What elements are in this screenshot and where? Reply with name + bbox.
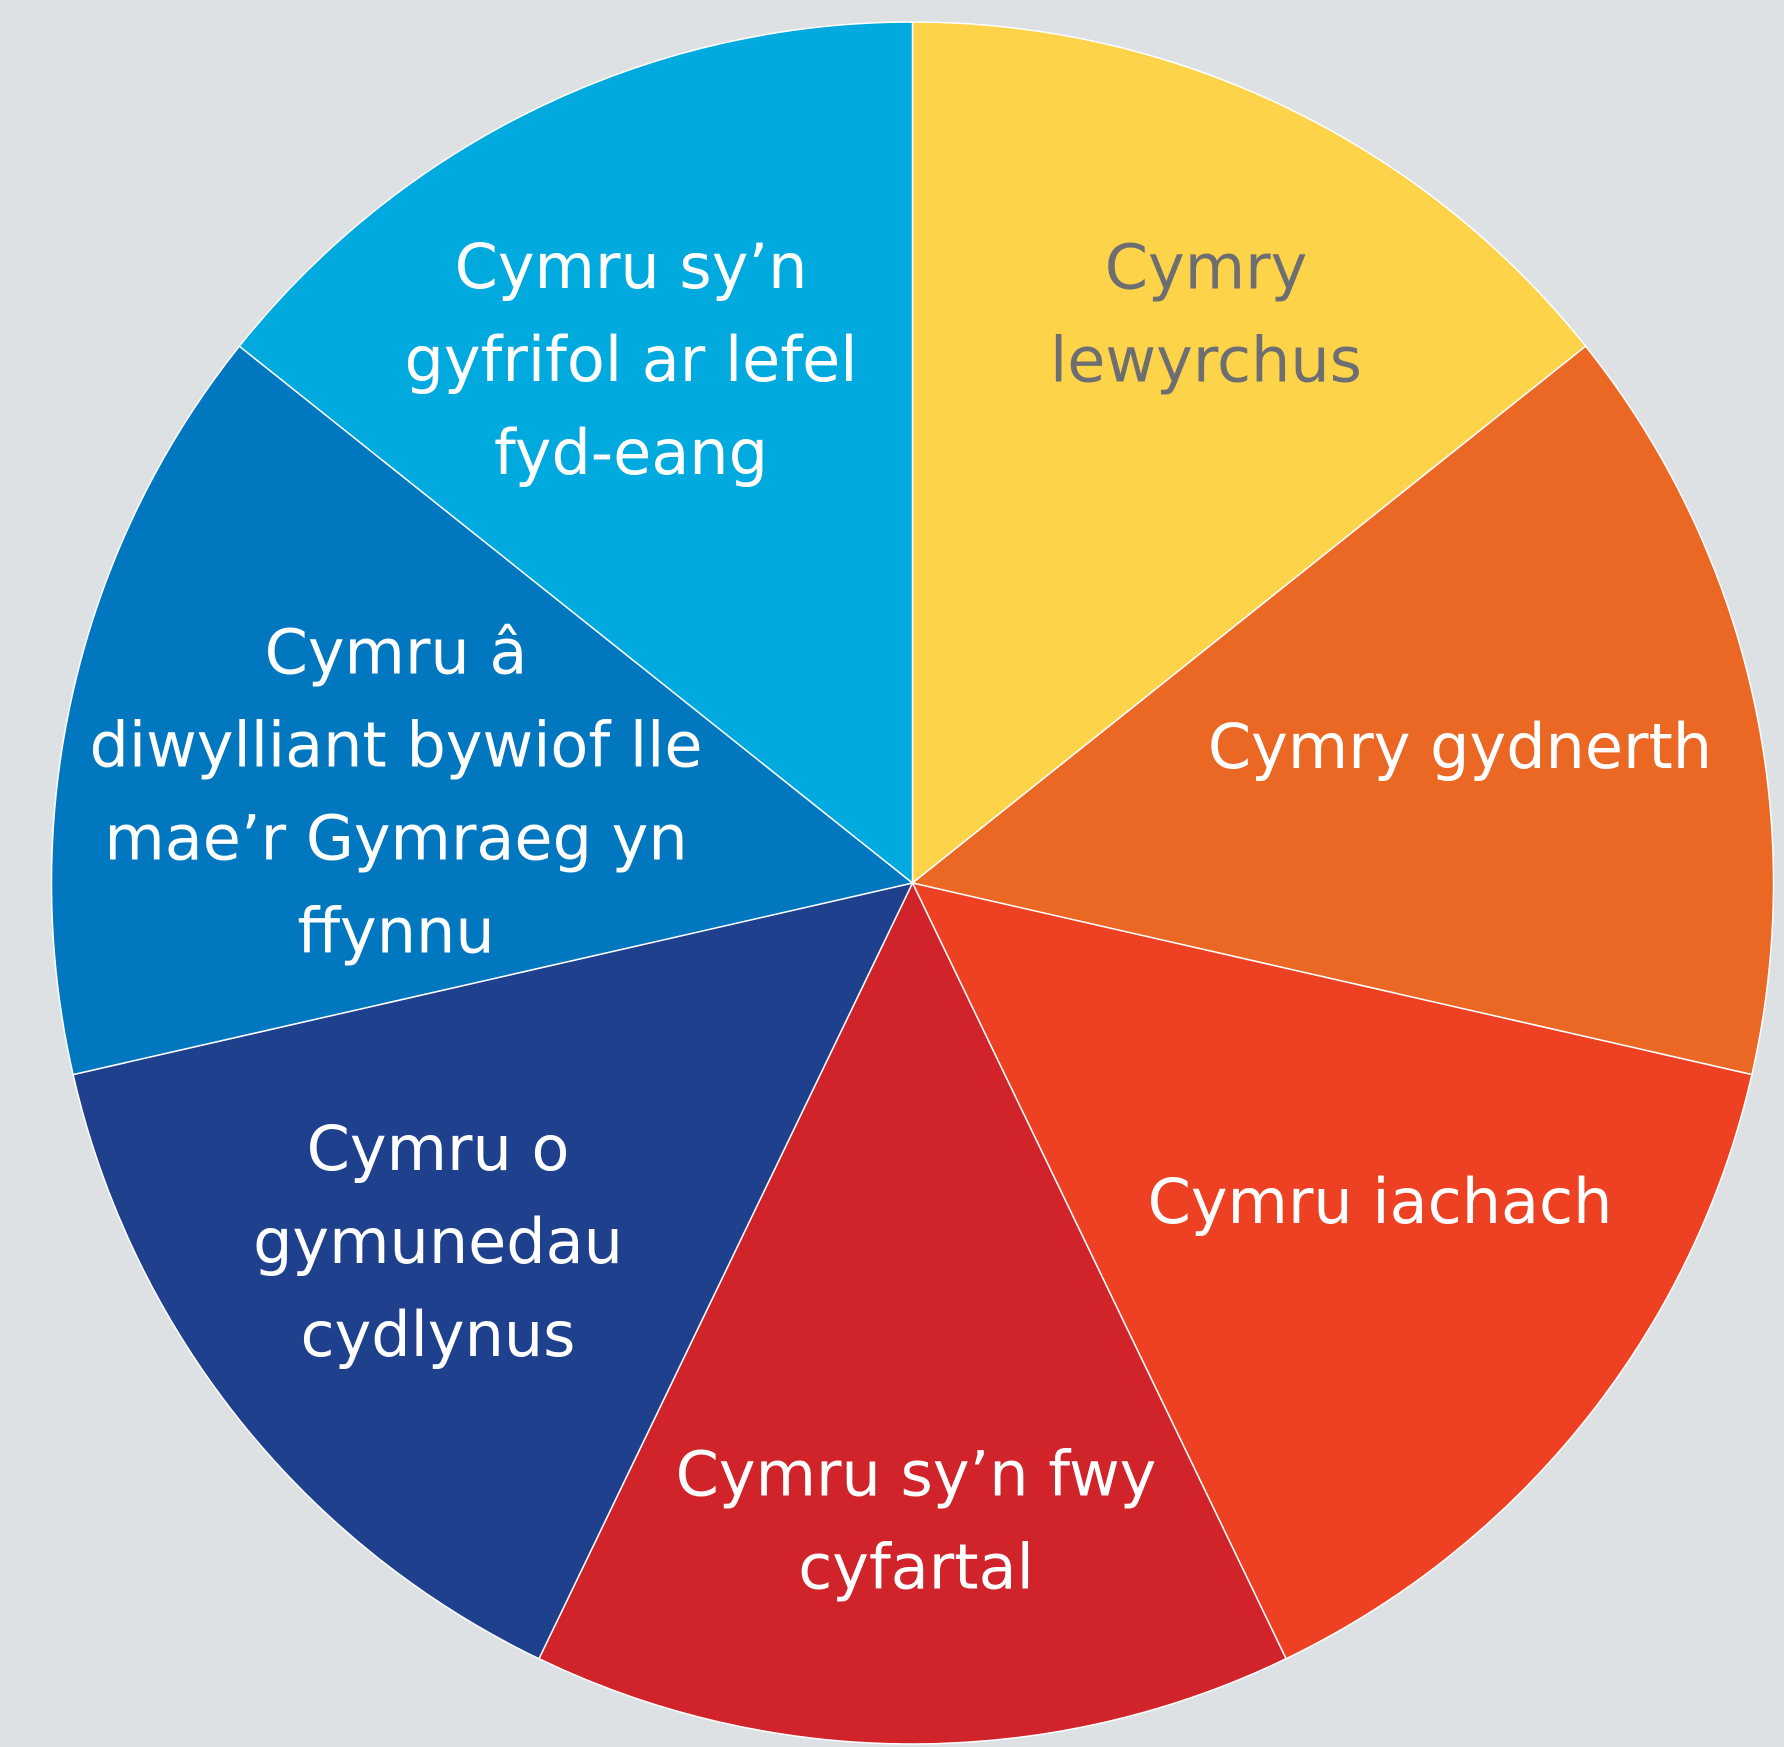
segment-label: fyd-eang [494, 416, 768, 489]
wheel-segment [910, 345, 1775, 1076]
segment-label: diwylliant bywiof lle [89, 709, 702, 782]
segment-label: Cymru sy’n [455, 230, 808, 303]
wheel-segment [911, 881, 1753, 1660]
segment-label: gymunedau [253, 1205, 623, 1278]
wheel-segment [50, 345, 915, 1076]
segment-label: Cymru o [307, 1112, 570, 1185]
segment-label: Cymry gydnerth [1208, 710, 1712, 783]
wheel-segment [911, 21, 1587, 885]
segment-label: mae’r Gymraeg yn [104, 802, 687, 875]
segment-label: Cymru iachach [1148, 1165, 1613, 1238]
wheel-segment [72, 881, 914, 1660]
segment-label: cyfartal [798, 1531, 1034, 1604]
segment-label: lewyrchus [1050, 324, 1362, 397]
segment-label: cydlynus [301, 1298, 576, 1371]
segment-label: Cymru sy’n fwy [676, 1438, 1157, 1511]
segment-label: gyfrifol ar lefel [404, 323, 857, 396]
segment-label: Cymru â [265, 616, 528, 689]
segment-label: Cymry [1105, 231, 1308, 304]
wheel-segment [537, 881, 1288, 1745]
wheel-segment [238, 21, 914, 885]
segment-label: ffynnu [297, 895, 494, 968]
